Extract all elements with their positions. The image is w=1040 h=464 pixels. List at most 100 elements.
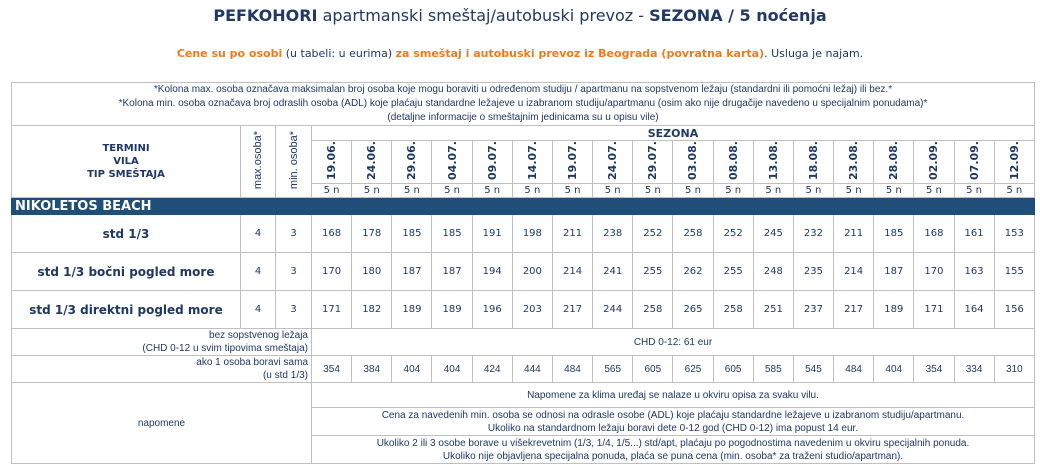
price-cell: 217 bbox=[551, 290, 594, 329]
price-cell: 241 bbox=[592, 252, 634, 291]
price-cell: 185 bbox=[431, 214, 473, 253]
date-header: 28.08. bbox=[873, 140, 915, 184]
price-cell: 252 bbox=[712, 214, 754, 253]
nights-cell: 5 n bbox=[551, 183, 594, 198]
price-cell: 185 bbox=[391, 214, 433, 253]
price-cell: 211 bbox=[833, 214, 875, 253]
date-header: 23.08. bbox=[833, 140, 875, 184]
header-text: VILA bbox=[113, 156, 139, 167]
single-price-cell: 354 bbox=[310, 355, 353, 383]
page-title: PEFKOHORI apartmanski smeštaj/autobuski … bbox=[0, 6, 1040, 25]
price-cell: 171 bbox=[913, 290, 955, 329]
remarks-text: Napomene za klima uređaj se nalaze u okv… bbox=[311, 382, 1035, 408]
price-cell: 262 bbox=[672, 252, 714, 291]
subtitle-part: (u tabeli: u eurima) bbox=[282, 47, 396, 60]
header-max: max.osoba* bbox=[240, 125, 276, 198]
date-header: 02.09. bbox=[913, 140, 955, 184]
remarks-label: napomene bbox=[11, 382, 312, 464]
header-min: min. osoba* bbox=[275, 125, 312, 198]
nights-cell: 5 n bbox=[391, 183, 433, 198]
room-type: std 1/3 bočni pogled more bbox=[11, 252, 241, 291]
date-text: 19.06. bbox=[325, 141, 339, 180]
remarks-row: napomene Napomene za klima uređaj se nala… bbox=[11, 382, 1035, 464]
remarks-text: Cena za navedenih min. osoba se odnosi n… bbox=[311, 407, 1035, 436]
remark-line: Cena za navedenih min. osoba se odnosi n… bbox=[381, 409, 965, 421]
remarks-row: Cena za navedenih min. osoba se odnosi n… bbox=[12, 407, 1035, 436]
note-line: (detaljne informacije o smeštajnim jedin… bbox=[387, 112, 659, 123]
date-text: 29.06. bbox=[405, 141, 419, 180]
date-text: 14.07. bbox=[525, 141, 539, 180]
nights-cell: 5 n bbox=[511, 183, 553, 198]
price-cell: 196 bbox=[471, 290, 513, 329]
subtitle-part: Cene su po osobi bbox=[176, 47, 283, 60]
nights-cell: 5 n bbox=[712, 183, 754, 198]
date-header: 08.08. bbox=[712, 140, 754, 184]
price-cell: 164 bbox=[953, 290, 995, 329]
nights-cell: 5 n bbox=[431, 183, 473, 198]
price-cell: 251 bbox=[752, 290, 794, 329]
single-price-cell: 545 bbox=[792, 355, 835, 383]
min-persons: 3 bbox=[275, 214, 312, 253]
room-type: std 1/3 direktni pogled more bbox=[11, 290, 241, 329]
price-cell: 153 bbox=[993, 214, 1036, 253]
date-text: 12.09. bbox=[1007, 141, 1021, 180]
price-cell: 182 bbox=[351, 290, 393, 329]
subtitle-part: za smeštaj i autobuski prevoz iz Beograd… bbox=[395, 47, 765, 60]
price-cell: 187 bbox=[391, 252, 433, 291]
max-persons: 4 bbox=[240, 252, 276, 291]
date-header: 14.07. bbox=[511, 140, 553, 184]
price-cell: 189 bbox=[431, 290, 473, 329]
single-price-cell: 605 bbox=[632, 355, 674, 383]
header-text: TIP SMEŠTAJA bbox=[87, 169, 165, 180]
date-text: 24.06. bbox=[365, 141, 379, 180]
single-price-cell: 404 bbox=[873, 355, 915, 383]
date-text: 18.08. bbox=[806, 141, 820, 180]
single-price-cell: 625 bbox=[672, 355, 714, 383]
price-cell: 237 bbox=[792, 290, 835, 329]
nights-cell: 5 n bbox=[310, 183, 353, 198]
date-header: 09.07. bbox=[471, 140, 513, 184]
date-header: 04.07. bbox=[431, 140, 473, 184]
title-season: SEZONA / 5 noćenja bbox=[649, 6, 827, 25]
header-max-text: max.osoba* bbox=[252, 130, 264, 190]
nights-cell: 5 n bbox=[792, 183, 835, 198]
price-cell: 214 bbox=[551, 252, 594, 291]
date-text: 07.09. bbox=[967, 141, 981, 180]
chd-label: bez sopstvenog ležaja (CHD 0-12 u svim ti… bbox=[11, 328, 312, 356]
header-text: TERMINI bbox=[102, 143, 150, 154]
single-price-cell: 484 bbox=[551, 355, 594, 383]
date-header: 19.07. bbox=[551, 140, 594, 184]
date-text: 04.07. bbox=[445, 141, 459, 180]
single-price-cell: 484 bbox=[833, 355, 875, 383]
price-cell: 258 bbox=[632, 290, 674, 329]
price-cell: 171 bbox=[310, 290, 353, 329]
villa-name: NIKOLETOS BEACH bbox=[11, 197, 1035, 215]
price-cell: 235 bbox=[792, 252, 835, 291]
date-header: 13.08. bbox=[752, 140, 794, 184]
remark-line: Ukoliko 2 ili 3 osobe borave u višekreve… bbox=[376, 437, 970, 449]
chd-value: CHD 0-12: 61 eur bbox=[311, 328, 1035, 356]
single-price-cell: 404 bbox=[431, 355, 473, 383]
date-text: 28.08. bbox=[887, 141, 901, 180]
date-text: 29.07. bbox=[646, 141, 660, 180]
price-cell: 185 bbox=[873, 214, 915, 253]
date-text: 08.08. bbox=[726, 141, 740, 180]
price-cell: 170 bbox=[310, 252, 353, 291]
price-cell: 258 bbox=[672, 214, 714, 253]
note-line: *Kolona min. osoba označava broj odrasli… bbox=[118, 98, 928, 109]
date-header: 07.09. bbox=[953, 140, 995, 184]
price-cell: 187 bbox=[431, 252, 473, 291]
single-label-line: (u std 1/3) bbox=[262, 370, 308, 381]
price-cell: 211 bbox=[551, 214, 594, 253]
single-price-cell: 384 bbox=[351, 355, 393, 383]
remark-line: Napomene za klima uređaj se nalaze u okv… bbox=[527, 389, 819, 401]
single-row: ako 1 osoba boravi sama (u std 1/3) 354 384… bbox=[11, 355, 1036, 383]
nights-cell: 5 n bbox=[632, 183, 674, 198]
date-header: 24.06. bbox=[351, 140, 393, 184]
date-header: 12.09. bbox=[993, 140, 1036, 184]
nights-cell: 5 n bbox=[833, 183, 875, 198]
price-cell: 189 bbox=[873, 290, 915, 329]
single-price-cell: 334 bbox=[953, 355, 995, 383]
table-row: std 1/3 bočni pogled more 4 3 170 180 187 187 1… bbox=[11, 252, 1036, 291]
title-rest: apartmanski smeštaj/autobuski prevoz - bbox=[317, 6, 650, 25]
